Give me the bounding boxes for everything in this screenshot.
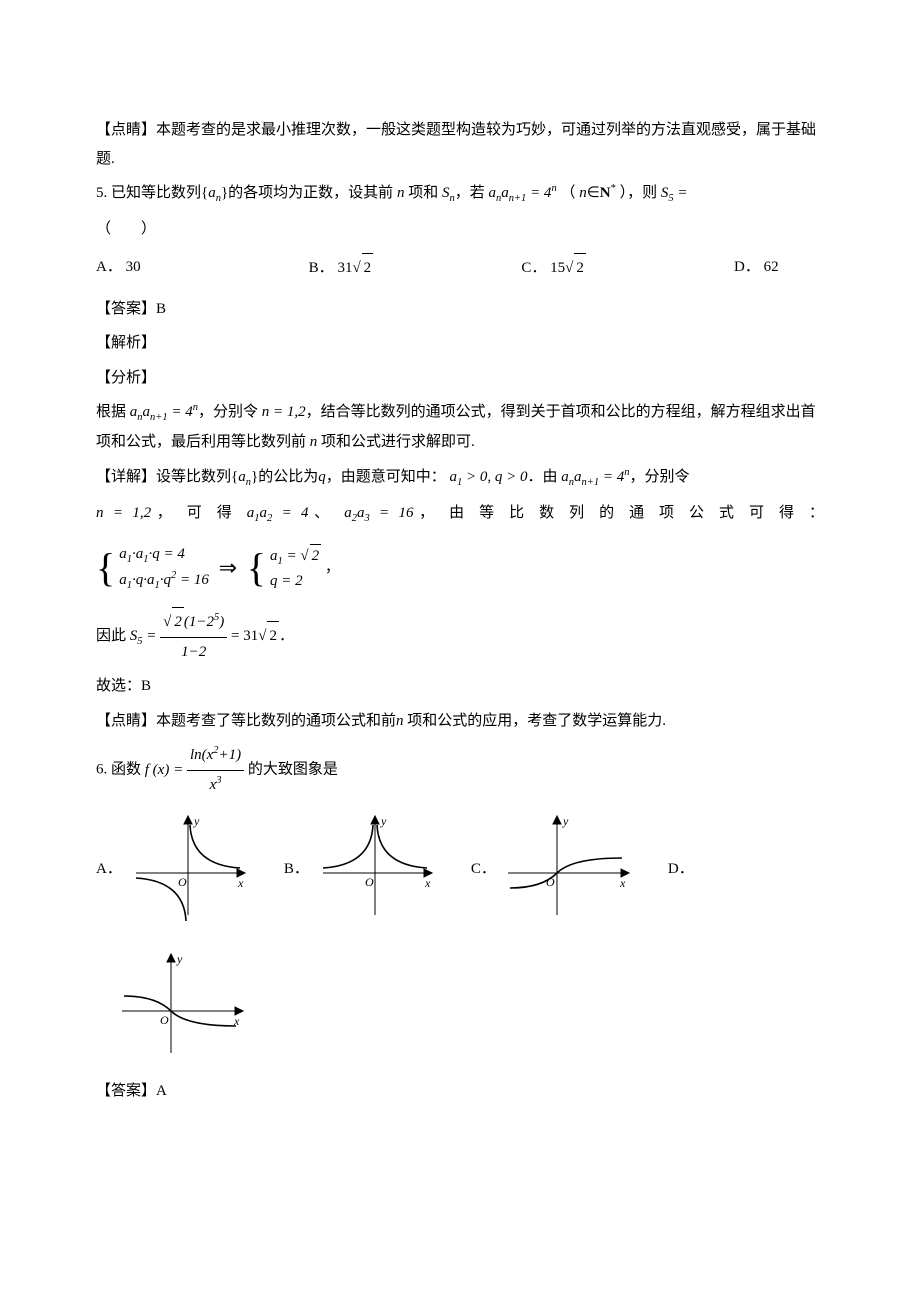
q5-text1: 已知等比数列	[111, 185, 201, 201]
pos-cond: a1 > 0, q > 0	[449, 469, 527, 485]
origin-label: O	[160, 1013, 169, 1027]
opt-label: C．	[521, 260, 546, 276]
q5-option-B: B． 31√2	[309, 253, 522, 283]
axis-x-label: x	[424, 876, 431, 890]
opt-label: B．	[309, 260, 334, 276]
opt-label: A．	[96, 259, 122, 275]
q6-option-D-label: D．	[668, 855, 700, 924]
q5-answer: 【答案】B	[96, 295, 824, 324]
fenxi-n12: n = 1,2	[262, 404, 306, 420]
axis-y-label: y	[176, 952, 183, 966]
q6-func: f (x) = ln(x2+1) x3	[145, 762, 248, 778]
remark-label: 【点睛】	[96, 122, 156, 138]
graph-B: y x O	[315, 813, 435, 923]
axis-x-label: x	[619, 876, 626, 890]
comma: ，	[325, 559, 340, 575]
origin-label: O	[365, 875, 374, 889]
graph-D: y x O	[116, 951, 246, 1061]
q5-choose: 故选：B	[96, 672, 824, 701]
q5-fenxi-body: 根据 anan+1 = 4n，分别令 n = 1,2，结合等比数列的通项公式，得…	[96, 398, 824, 456]
q5-detail-line1: 【详解】设等比数列{an}的公比为q，由题意可知中： a1 > 0, q > 0…	[96, 463, 824, 493]
system-left: { a1·a1·q = 4 a1·q·a1·q2 = 16	[96, 543, 209, 594]
q5-option-A: A． 30	[96, 253, 309, 283]
q5-S5: S5 =	[661, 185, 688, 201]
q6-answer: 【答案】A	[96, 1077, 824, 1106]
eq1: a1a2 = 4	[247, 505, 309, 521]
axis-x-label: x	[233, 1014, 240, 1028]
axis-y-label: y	[380, 814, 387, 828]
q4-remark: 【点睛】本题考查的是求最小推理次数，一般这类题型构造较为巧妙，可通过列举的方法直…	[96, 116, 824, 173]
cond2: anan+1 = 4n	[561, 469, 629, 485]
q5-therefore: 因此 S5 = √2(1−25) 1−2 = 31√2．	[96, 607, 824, 666]
opt-label: B．	[284, 855, 309, 924]
q5-option-D: D． 62	[734, 253, 824, 283]
q5-seq: {an}	[201, 185, 228, 201]
opt-label: D．	[734, 259, 760, 275]
S5-den: 1−2	[160, 638, 227, 667]
q5-detail-line2: n = 1,2， 可 得 a1a2 = 4、 a2a3 = 16， 由 等 比 …	[96, 499, 824, 529]
q6-option-A: A． y x O	[96, 813, 248, 923]
opt-value: 30	[126, 259, 141, 275]
q5-remark: 【点睛】本题考查了等比数列的通项公式和前n 项和公式的应用，考查了数学运算能力.	[96, 707, 824, 736]
S5-result: = 31√2	[231, 628, 279, 644]
origin-label: O	[546, 875, 555, 889]
q5-option-C: C． 15√2	[521, 253, 734, 283]
q5-number: 5.	[96, 185, 107, 201]
opt-label: C．	[471, 855, 496, 924]
n-var: n	[397, 185, 405, 201]
opt-value: 62	[764, 259, 779, 275]
q5-stem: 5. 已知等比数列{an}的各项均为正数，设其前 n 项和 Sn，若 anan+…	[96, 179, 824, 209]
q5-fenxi-label: 【分析】	[96, 364, 824, 393]
brace-icon: {	[96, 548, 115, 588]
seq2: {an}	[231, 469, 258, 485]
implies-icon: ⇒	[219, 555, 237, 580]
q5-text3: 项和	[408, 185, 438, 201]
q6-graph-options: A． y x O B． y x O	[96, 813, 824, 1061]
q5-cond-paren: （ n∈N* ）	[560, 185, 627, 201]
res-row2: q = 2	[270, 573, 303, 589]
axis-y-label: y	[193, 814, 200, 828]
q5-options: A． 30 B． 31√2 C． 15√2 D． 62	[96, 253, 824, 283]
eq2: a2a3 = 16	[344, 505, 413, 521]
q6-option-B: B． y x O	[284, 813, 435, 923]
q6-den: x3	[187, 771, 244, 800]
detail-label: 【详解】	[96, 469, 156, 485]
system-right: { a1 = √2 q = 2	[247, 544, 321, 592]
q5-text5: ，则	[627, 185, 657, 201]
S5-lhs: S5 =	[130, 628, 157, 644]
q6-number: 6.	[96, 762, 107, 778]
q5-text4: ，若	[455, 185, 485, 201]
graph-A: y x O	[128, 813, 248, 923]
res-row1: a1 = √2	[270, 548, 321, 564]
q5-jiexi: 【解析】	[96, 329, 824, 358]
q6-option-C: C． y x O	[471, 813, 632, 923]
q5-text2: 的各项均为正数，设其前	[228, 185, 393, 201]
sys-row1: a1·a1·q = 4	[119, 546, 185, 562]
axis-x-label: x	[237, 876, 244, 890]
n12: n = 1,2	[96, 505, 151, 521]
q6-option-D: y x O	[116, 951, 246, 1061]
q6-stem: 6. 函数 f (x) = ln(x2+1) x3 的大致图象是	[96, 741, 824, 799]
sys-row2: a1·q·a1·q2 = 16	[119, 572, 209, 588]
brace-icon: {	[247, 548, 266, 588]
graph-C: y x O	[502, 813, 632, 923]
S5-frac: √2(1−25) 1−2	[160, 607, 227, 666]
origin-label: O	[178, 875, 187, 889]
q5-system: { a1·a1·q = 4 a1·q·a1·q2 = 16 ⇒ { a1 = √…	[96, 543, 824, 594]
axis-y-label: y	[562, 814, 569, 828]
opt-label: A．	[96, 855, 122, 924]
q5-cond: anan+1 = 4n	[488, 185, 556, 201]
opt-label: D．	[668, 855, 694, 924]
opt-value: 31√2	[337, 260, 373, 276]
Sn: Sn	[442, 185, 455, 201]
q5-paren: （ ）	[96, 215, 824, 244]
remark-text: 本题考查的是求最小推理次数，一般这类题型构造较为巧妙，可通过列举的方法直观感受，…	[96, 122, 816, 167]
q6-num: ln(x2+1)	[187, 741, 244, 771]
opt-value: 15√2	[550, 260, 586, 276]
fenxi-cond: anan+1 = 4n	[130, 404, 198, 420]
S5-num: √2(1−25)	[160, 607, 227, 638]
